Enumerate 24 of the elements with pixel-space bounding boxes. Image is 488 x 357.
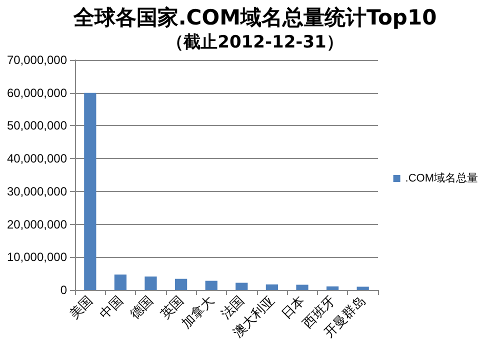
bar [174, 278, 188, 290]
y-tick-label: 40,000,000 [6, 152, 68, 166]
y-tick-label: 70,000,000 [6, 53, 68, 67]
x-tick-label: 中国 [96, 292, 126, 322]
bar [236, 282, 248, 290]
y-tick-label: 20,000,000 [6, 217, 68, 232]
chart-subtitle: （截止2012-12-31） [166, 32, 344, 52]
bar [144, 276, 157, 290]
x-tick-label: 德国 [127, 292, 156, 322]
y-tick-label: 60,000,000 [6, 86, 68, 100]
x-tick-label: 美国 [66, 292, 96, 322]
bar [326, 286, 339, 290]
y-tick-label: 0 [60, 283, 68, 297]
bar [84, 92, 96, 290]
y-tick-label: 10,000,000 [6, 250, 68, 264]
legend-label: .COM域名总量 [405, 172, 478, 184]
bar [114, 274, 127, 290]
bar [266, 284, 278, 290]
bar [296, 284, 308, 290]
chart-title: 全球各国家.COM域名总量统计Top10 [72, 6, 437, 30]
y-tick-label: 30,000,000 [6, 184, 68, 198]
bar [356, 286, 369, 290]
y-tick-label: 50,000,000 [6, 118, 68, 133]
bar [205, 280, 218, 290]
